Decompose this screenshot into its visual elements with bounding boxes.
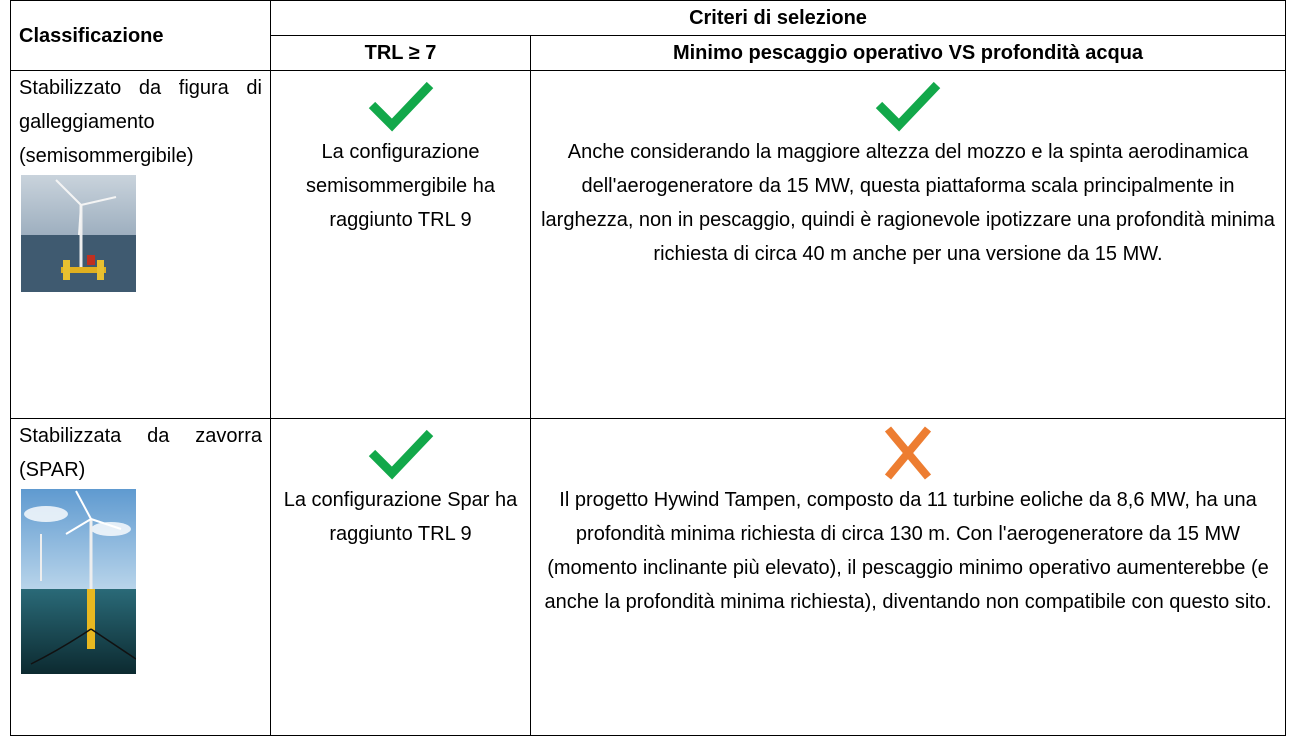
cross-icon bbox=[884, 426, 932, 480]
cell: Anche considerando la maggiore altezza d… bbox=[530, 70, 1286, 419]
header-cell: Classificazione bbox=[10, 0, 271, 71]
criteria-table: Classificazione Criteri di selezione TRL… bbox=[10, 0, 1286, 736]
trl-text: La configurazione semisommergibile ha ra… bbox=[306, 141, 495, 231]
cell: Stabilizzata da zavorra (SPAR) bbox=[10, 418, 271, 736]
semisubmersible-image bbox=[21, 175, 136, 292]
cell: La configurazione Spar ha raggiunto TRL … bbox=[270, 418, 531, 736]
header-cell: Minimo pescaggio operativo VS profondità… bbox=[530, 35, 1286, 71]
cell: La configurazione semisommergibile ha ra… bbox=[270, 70, 531, 419]
table-row: Stabilizzato da figura di galleggiamento… bbox=[10, 70, 1286, 419]
table-row: Stabilizzata da zavorra (SPAR) La config… bbox=[10, 418, 1286, 736]
header-row: Classificazione Criteri di selezione bbox=[10, 0, 1286, 71]
header-row: TRL ≥ 7 Minimo pescaggio operativo VS pr… bbox=[11, 35, 1286, 71]
draft-text: Il progetto Hywind Tampen, composto da 1… bbox=[544, 489, 1272, 613]
classification-text: Stabilizzato da figura di galleggiamento… bbox=[19, 77, 262, 167]
header-cell: Criteri di selezione bbox=[270, 0, 1286, 36]
cell: Il progetto Hywind Tampen, composto da 1… bbox=[530, 418, 1286, 736]
header-cell: TRL ≥ 7 bbox=[270, 35, 531, 71]
check-icon bbox=[368, 429, 433, 480]
cell: Stabilizzato da figura di galleggiamento… bbox=[10, 70, 271, 419]
spar-image bbox=[21, 489, 136, 674]
draft-text: Anche considerando la maggiore altezza d… bbox=[541, 141, 1275, 265]
check-icon bbox=[875, 81, 941, 132]
classification-text: Stabilizzata da zavorra (SPAR) bbox=[19, 425, 262, 481]
check-icon bbox=[368, 81, 433, 132]
trl-text: La configurazione Spar ha raggiunto TRL … bbox=[283, 489, 518, 545]
